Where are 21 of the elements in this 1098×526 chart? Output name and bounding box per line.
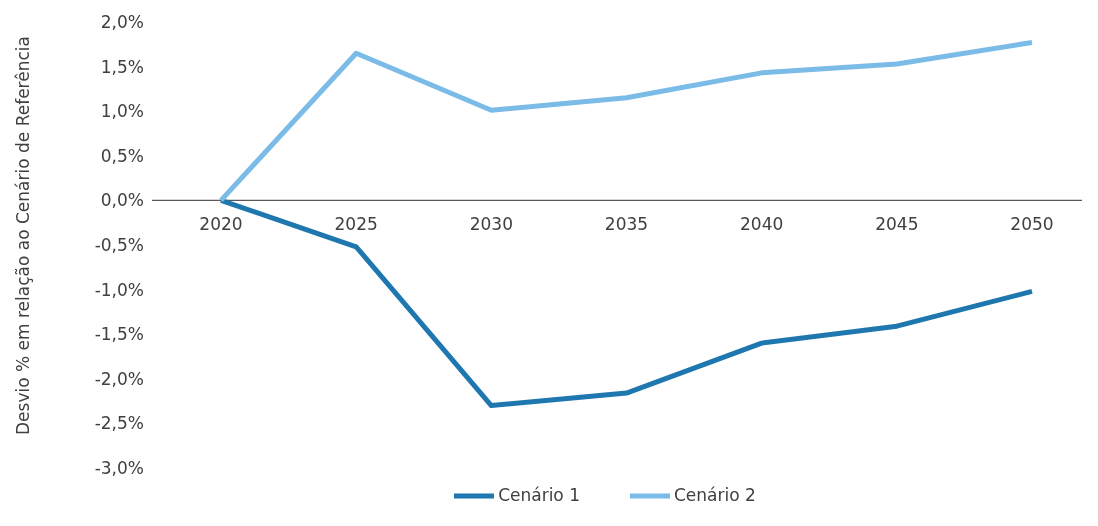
x-tick-label: 2045 [875, 214, 919, 235]
y-tick-label: 1,5% [100, 56, 144, 77]
legend-label: Cenário 2 [674, 485, 756, 505]
x-tick-label: 2020 [199, 214, 243, 235]
y-tick-label: -2,0% [94, 368, 144, 389]
y-tick-label: -2,5% [94, 413, 144, 434]
y-axis-title: Desvio % em relação ao Cenário de Referência [13, 36, 34, 435]
x-tick-label: 2035 [604, 214, 649, 235]
y-tick-label: -3,0% [94, 458, 144, 479]
y-tick-label: -1,0% [94, 279, 144, 300]
y-tick-label: -1,5% [94, 324, 144, 345]
y-tick-label: 2,0% [100, 12, 144, 33]
legend-label: Cenário 1 [498, 485, 580, 505]
x-tick-label: 2040 [740, 214, 784, 235]
x-tick-label: 2030 [469, 214, 513, 235]
x-tick-label: 2025 [334, 214, 378, 235]
y-tick-label: 1,0% [100, 101, 144, 122]
y-tick-label: 0,0% [100, 190, 144, 211]
x-tick-label: 2050 [1010, 214, 1054, 235]
y-tick-label: -0,5% [94, 235, 144, 256]
y-tick-label: 0,5% [100, 145, 144, 166]
